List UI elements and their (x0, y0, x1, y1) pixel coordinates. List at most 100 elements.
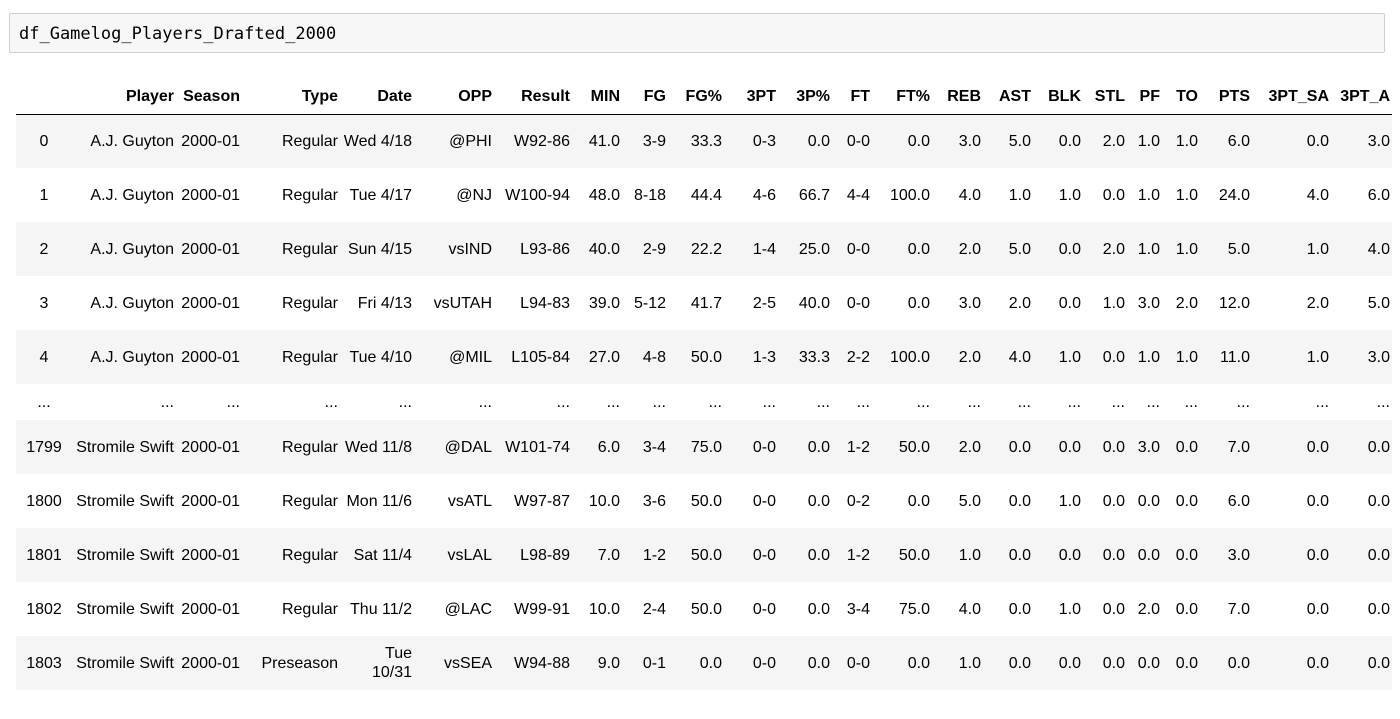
table-cell: 1-4 (752, 240, 776, 258)
row-index: 1803 (26, 654, 62, 672)
table-cell: 0.0 (1058, 294, 1081, 312)
table-cell: 75.0 (690, 438, 722, 456)
table-cell: 7.0 (1227, 438, 1250, 456)
table-cell: Regular (281, 492, 338, 510)
table-cell: 0-0 (846, 654, 870, 672)
table-cell: 1.0 (1175, 186, 1198, 204)
table-cell: vsSEA (443, 654, 492, 672)
table-cell: ... (478, 393, 492, 411)
table-cell: 24.0 (1218, 186, 1250, 204)
table-cell: 8-18 (633, 186, 666, 204)
table-cell: 2-5 (752, 294, 776, 312)
table-cell: ... (967, 393, 981, 411)
table-cell: ... (762, 393, 776, 411)
table-cell: A.J. Guyton (90, 132, 174, 150)
table-cell: 0.0 (1008, 546, 1031, 564)
table-cell: 3.0 (1227, 546, 1250, 564)
table-cell: 1.0 (1137, 240, 1160, 258)
table-cell: Tue 4/17 (349, 186, 412, 204)
table-cell: 10.0 (588, 600, 620, 618)
table-cell: Regular (281, 600, 338, 618)
row-index: 2 (39, 240, 49, 258)
table-cell: 0.0 (1008, 438, 1031, 456)
table-cell: 2000-01 (181, 546, 240, 564)
table-cell: 33.3 (798, 348, 830, 366)
table-cell: 1.0 (1058, 492, 1081, 510)
table-row: 1800 Stromile Swift 2000-01 Regular Mon 11/6… (16, 474, 1392, 528)
table-cell: vsATL (447, 492, 492, 510)
table-cell: 66.7 (798, 186, 830, 204)
table-cell: 40.0 (588, 240, 620, 258)
table-cell: ... (1017, 393, 1031, 411)
table-cell: 5.0 (1008, 240, 1031, 258)
table-cell: 0.0 (1102, 186, 1125, 204)
table-cell: 48.0 (588, 186, 620, 204)
table-cell: 0.0 (907, 294, 930, 312)
table-cell: Sat 11/4 (353, 546, 412, 564)
table-cell: 0.0 (1058, 546, 1081, 564)
table-cell: W99-91 (513, 600, 570, 618)
table-cell: 2.0 (958, 438, 981, 456)
table-cell: ... (226, 393, 240, 411)
table-cell: 1-2 (846, 546, 870, 564)
row-index: 1 (39, 186, 49, 204)
table-cell: 2-2 (846, 348, 870, 366)
table-cell: 40.0 (798, 294, 830, 312)
table-cell: 0.0 (807, 438, 830, 456)
table-cell: 4.0 (1008, 348, 1031, 366)
table-row: 1799 Stromile Swift 2000-01 Regular Wed 11/8… (16, 420, 1392, 474)
table-cell: 2-4 (642, 600, 666, 618)
table-cell: W97-87 (513, 492, 570, 510)
table-cell: 0.0 (1227, 654, 1250, 672)
table-cell: L105-84 (511, 348, 570, 366)
table-cell: ... (1111, 393, 1125, 411)
table-cell: ... (398, 393, 412, 411)
table-cell: Stromile Swift (76, 438, 174, 456)
code-cell-input[interactable]: df_Gamelog_Players_Drafted_2000 (19, 24, 337, 44)
table-cell: 0.0 (1175, 492, 1198, 510)
table-header: Player Season Type Date OPP Result MIN FG FG% 3PT… (16, 80, 1392, 115)
table-cell: 12.0 (1218, 294, 1250, 312)
table-cell: 1.0 (958, 654, 981, 672)
table-cell: @MIL (449, 348, 492, 366)
table-cell: 0-1 (642, 654, 666, 672)
row-index: 3 (39, 294, 49, 312)
table-cell: 0.0 (1175, 654, 1198, 672)
table-cell: Fri 4/13 (357, 294, 412, 312)
table-row: 1 A.J. Guyton 2000-01 Regular Tue 4/17 @NJ W10… (16, 168, 1392, 222)
table-cell: 0.0 (1102, 492, 1125, 510)
table-cell: Mon 11/6 (346, 492, 412, 510)
table-cell: A.J. Guyton (90, 186, 174, 204)
table-cell: Sun 4/15 (347, 240, 412, 258)
row-index: 0 (39, 132, 49, 150)
table-cell: 0-0 (846, 294, 870, 312)
table-cell: vsIND (448, 240, 492, 258)
code-cell[interactable]: df_Gamelog_Players_Drafted_2000 (9, 13, 1385, 53)
table-cell: 0-0 (752, 492, 776, 510)
column-header: 3PT (724, 80, 778, 115)
table-cell: 1.0 (1008, 186, 1031, 204)
table-cell: 4.0 (1367, 240, 1390, 258)
table-cell: @LAC (444, 600, 492, 618)
table-cell: 5.0 (958, 492, 981, 510)
table-cell: 4.0 (958, 600, 981, 618)
table-cell: 100.0 (889, 186, 930, 204)
dataframe-table: Player Season Type Date OPP Result MIN FG FG% 3PT… (16, 80, 1392, 690)
table-cell: 0.0 (1058, 654, 1081, 672)
table-cell: 0.0 (1306, 600, 1329, 618)
table-cell: 1.0 (1058, 186, 1081, 204)
header-row: Player Season Type Date OPP Result MIN FG FG% 3PT… (16, 80, 1392, 115)
table-cell: 2000-01 (181, 186, 240, 204)
table-cell: A.J. Guyton (90, 240, 174, 258)
table-cell: 7.0 (597, 546, 620, 564)
row-index: 1802 (26, 600, 62, 618)
table-cell: 0-2 (846, 492, 870, 510)
table-cell: 0.0 (1008, 654, 1031, 672)
row-index: ... (37, 393, 51, 411)
table-cell: Wed 4/18 (343, 132, 412, 150)
column-header: Type (242, 80, 340, 115)
table-cell: 9.0 (597, 654, 620, 672)
table-cell: Stromile Swift (76, 600, 174, 618)
column-header: TO (1162, 80, 1200, 115)
table-cell: 1.0 (1175, 348, 1198, 366)
